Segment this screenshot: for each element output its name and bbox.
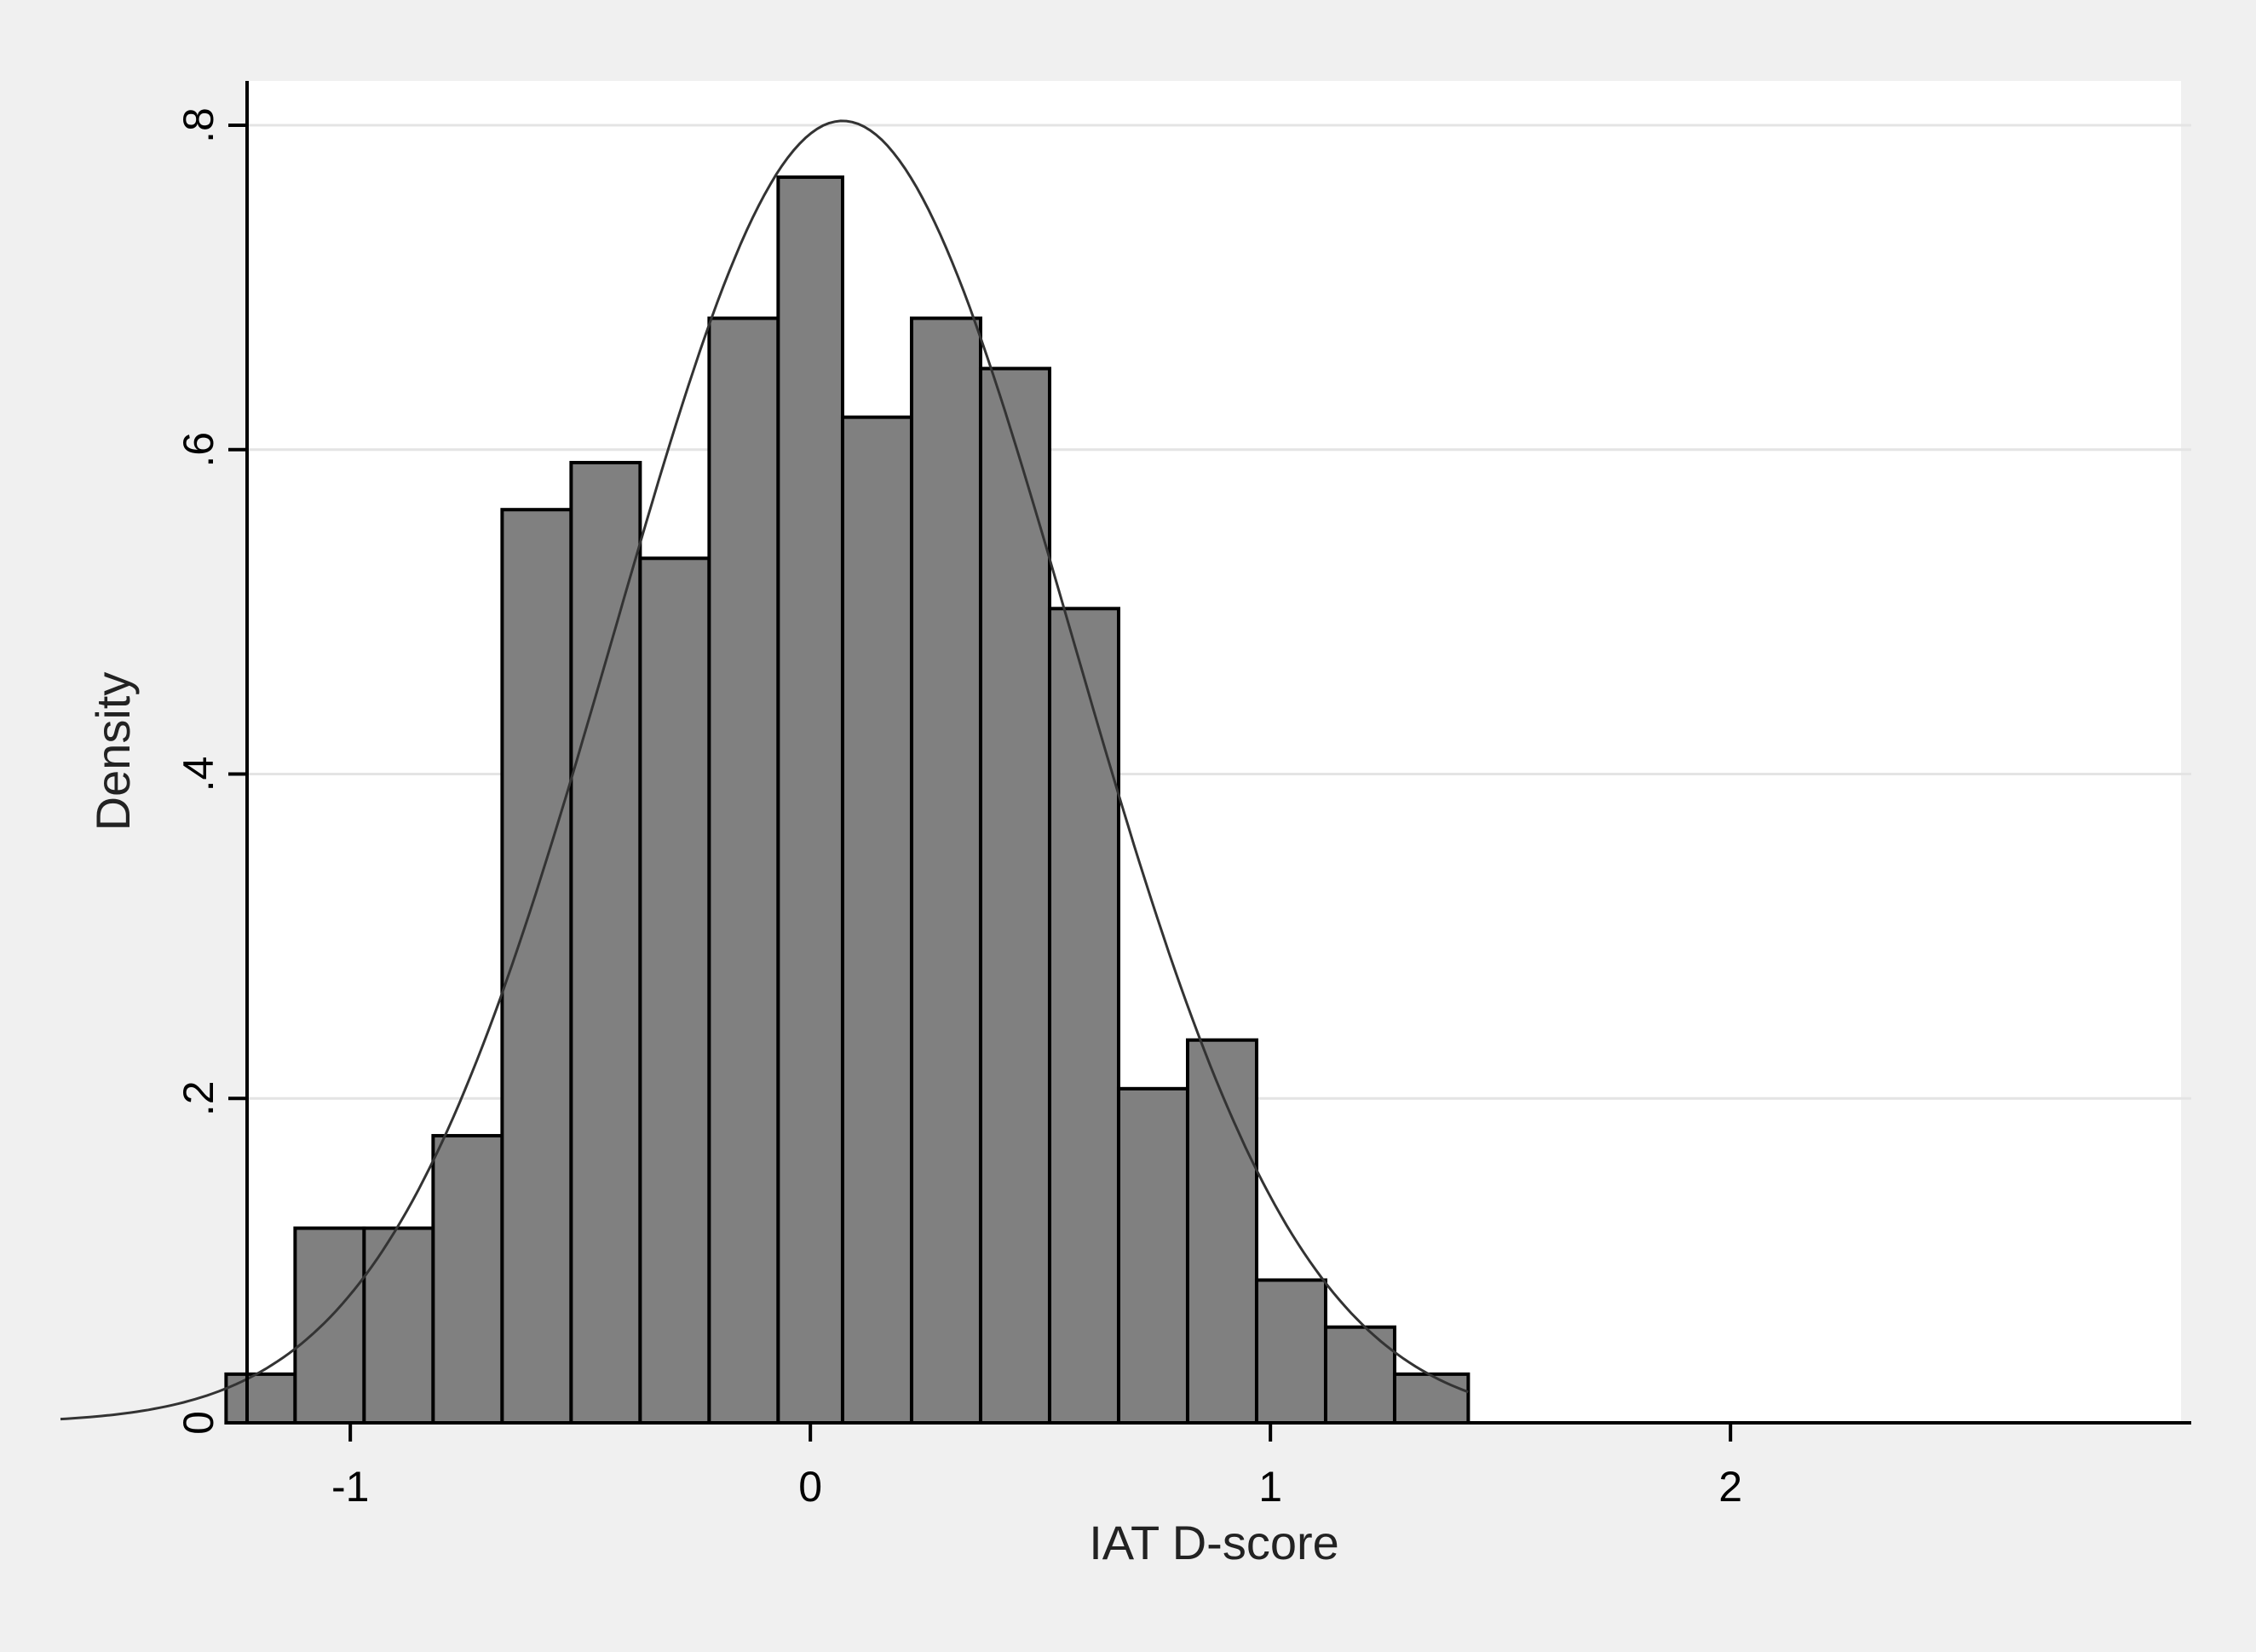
histogram-bar-16: [1323, 1325, 1396, 1425]
histogram-bar-4: [500, 508, 573, 1425]
histogram-bar-12: [1047, 607, 1120, 1425]
histogram-bar-6: [638, 556, 711, 1425]
histogram-bar-2: [362, 1226, 435, 1425]
y-tick-label-2: .4: [175, 757, 222, 792]
y-axis-title: Density: [86, 672, 140, 832]
x-axis-title: IAT D-score: [1089, 1516, 1339, 1569]
histogram-bar-0: [224, 1372, 297, 1425]
histogram-bar-7: [707, 316, 780, 1425]
histogram-bar-15: [1254, 1278, 1327, 1425]
y-tick-label-1: .2: [175, 1080, 222, 1116]
histogram-bar-10: [909, 316, 982, 1425]
y-tick-label-3: .6: [175, 432, 222, 468]
histogram-bar-14: [1185, 1038, 1258, 1425]
histogram-bar-5: [569, 460, 642, 1425]
histogram-bar-1: [293, 1226, 366, 1425]
y-tick-label-4: .8: [175, 107, 222, 143]
x-tick-label-1: -1: [331, 1463, 369, 1511]
histogram-bar-13: [1116, 1086, 1189, 1425]
histogram-bar-8: [776, 175, 844, 1425]
histogram-bar-9: [840, 415, 913, 1425]
y-axis-ticks: 0 .2 .4 .6 .8: [175, 107, 247, 1435]
x-tick-label-3: 1: [1258, 1463, 1282, 1511]
x-tick-label-4: 2: [1718, 1463, 1742, 1511]
histogram-bar-3: [431, 1134, 504, 1425]
density-curve: [60, 119, 1469, 1421]
y-tick-label-0: 0: [175, 1411, 222, 1435]
x-tick-label-2: 0: [798, 1463, 822, 1511]
histogram-bar-17: [1392, 1372, 1470, 1425]
